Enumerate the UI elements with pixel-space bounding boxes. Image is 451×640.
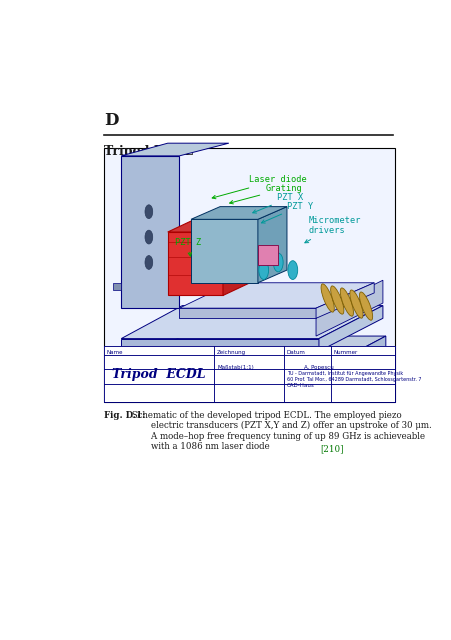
- Polygon shape: [318, 306, 382, 351]
- Text: A. Popescu: A. Popescu: [303, 365, 333, 371]
- Polygon shape: [318, 336, 385, 384]
- Text: Tripod  ECDL: Tripod ECDL: [112, 367, 205, 381]
- Text: Micrometer
drivers: Micrometer drivers: [304, 216, 360, 243]
- Ellipse shape: [349, 290, 362, 318]
- Text: Datum: Datum: [286, 350, 305, 355]
- Text: Schematic of the developed tripod ECDL. The employed piezo
        electric tran: Schematic of the developed tripod ECDL. …: [129, 411, 431, 451]
- Polygon shape: [315, 283, 373, 318]
- Text: Maßstab(1:1): Maßstab(1:1): [216, 365, 253, 371]
- Ellipse shape: [145, 230, 152, 244]
- Text: Nummer: Nummer: [333, 350, 357, 355]
- Polygon shape: [315, 280, 382, 336]
- Polygon shape: [222, 214, 260, 296]
- Text: CAD-Haus: CAD-Haus: [286, 383, 314, 388]
- Polygon shape: [258, 244, 278, 265]
- Ellipse shape: [145, 255, 152, 269]
- Ellipse shape: [145, 205, 152, 219]
- Text: Zeichnung: Zeichnung: [216, 350, 246, 355]
- Text: [210]: [210]: [319, 444, 343, 453]
- Text: PZT Z: PZT Z: [175, 237, 201, 256]
- Polygon shape: [179, 283, 373, 308]
- Ellipse shape: [320, 284, 334, 312]
- Text: Fig. D.1:: Fig. D.1:: [104, 411, 145, 420]
- Polygon shape: [167, 214, 260, 232]
- Ellipse shape: [330, 286, 343, 314]
- Polygon shape: [191, 220, 258, 283]
- Text: TU - Darmstadt, Institut für Angewandte Physik
60 Prof. Tal Mor., 64289 Darmstad: TU - Darmstadt, Institut für Angewandte …: [286, 371, 420, 382]
- Ellipse shape: [340, 288, 353, 316]
- Polygon shape: [167, 232, 222, 296]
- Polygon shape: [191, 207, 286, 220]
- Ellipse shape: [287, 260, 297, 280]
- Polygon shape: [112, 283, 121, 291]
- Text: Name: Name: [106, 350, 123, 355]
- Polygon shape: [121, 306, 382, 339]
- Polygon shape: [121, 143, 228, 156]
- Text: PZT X: PZT X: [252, 193, 302, 213]
- Text: D: D: [104, 111, 118, 129]
- Polygon shape: [115, 372, 318, 384]
- Polygon shape: [258, 207, 286, 283]
- Ellipse shape: [258, 260, 268, 280]
- Bar: [104, 346, 394, 402]
- Polygon shape: [179, 308, 315, 318]
- Text: Grating: Grating: [229, 184, 301, 204]
- Polygon shape: [121, 156, 179, 308]
- Ellipse shape: [273, 253, 282, 272]
- Text: Tripod ECDL: Tripod ECDL: [104, 145, 193, 158]
- Polygon shape: [121, 339, 318, 351]
- Polygon shape: [115, 336, 385, 372]
- Ellipse shape: [359, 292, 372, 320]
- Text: PZT Y: PZT Y: [261, 202, 313, 223]
- Text: Laser diode: Laser diode: [212, 175, 306, 199]
- Bar: [104, 148, 394, 402]
